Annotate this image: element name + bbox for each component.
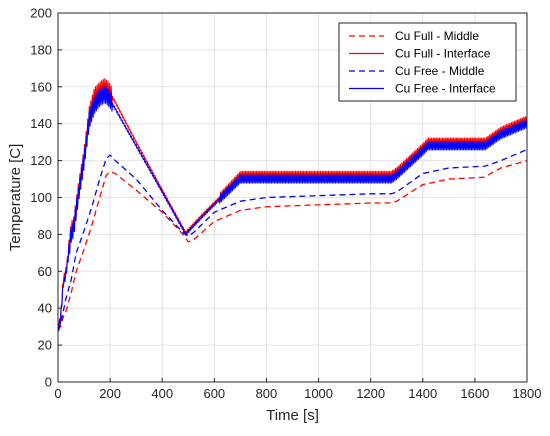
y-tick-label: 100	[30, 190, 52, 205]
y-tick-label: 180	[30, 42, 52, 57]
y-tick-label: 80	[38, 227, 52, 242]
legend-label: Cu Free - Interface	[395, 82, 496, 96]
tick-labels: 0 200 400 600 800 1000 1200 1400 1600 1800 0 20 40 60…	[30, 6, 541, 402]
x-tick-label: 600	[203, 386, 225, 401]
y-tick-label: 200	[30, 6, 52, 21]
series-line-3	[58, 85, 527, 332]
y-tick-label: 20	[38, 338, 52, 353]
x-tick-label: 0	[54, 386, 61, 401]
y-tick-label: 40	[38, 301, 52, 316]
x-axis-label: Time [s]	[266, 407, 319, 424]
y-tick-label: 60	[38, 264, 52, 279]
legend-label: Cu Full - Middle	[395, 29, 479, 43]
x-tick-label: 1600	[460, 386, 489, 401]
x-tick-label: 1400	[408, 386, 437, 401]
x-tick-label: 800	[256, 386, 278, 401]
x-tick-label: 1800	[513, 386, 542, 401]
legend-label: Cu Free - Middle	[395, 64, 485, 78]
x-tick-label: 1000	[304, 386, 333, 401]
x-tick-label: 1200	[356, 386, 385, 401]
x-tick-label: 400	[151, 386, 173, 401]
series-line-1	[58, 77, 527, 331]
y-tick-label: 0	[45, 375, 52, 390]
y-axis-label: Temperature [C]	[7, 144, 24, 252]
legend-label: Cu Full - Interface	[395, 47, 491, 61]
x-tick-label: 200	[99, 386, 121, 401]
series-lines	[58, 77, 527, 332]
y-tick-label: 160	[30, 79, 52, 94]
y-tick-label: 120	[30, 153, 52, 168]
y-tick-label: 140	[30, 116, 52, 131]
legend: Cu Full - Middle Cu Full - Interface Cu Fr…	[338, 22, 517, 102]
